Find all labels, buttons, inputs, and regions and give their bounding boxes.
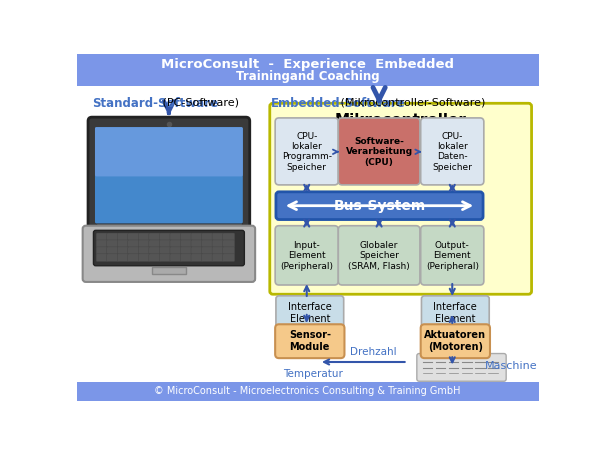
FancyBboxPatch shape bbox=[191, 254, 203, 261]
FancyBboxPatch shape bbox=[107, 247, 119, 255]
Bar bbox=[77, 54, 539, 86]
FancyBboxPatch shape bbox=[170, 254, 182, 261]
FancyBboxPatch shape bbox=[96, 247, 108, 255]
FancyBboxPatch shape bbox=[96, 254, 108, 261]
FancyBboxPatch shape bbox=[191, 240, 203, 248]
FancyBboxPatch shape bbox=[276, 296, 344, 329]
FancyBboxPatch shape bbox=[95, 127, 243, 176]
Text: Globaler
Speicher
(SRAM, Flash): Globaler Speicher (SRAM, Flash) bbox=[348, 241, 410, 270]
FancyBboxPatch shape bbox=[107, 240, 119, 248]
FancyBboxPatch shape bbox=[223, 233, 235, 241]
FancyBboxPatch shape bbox=[212, 233, 224, 241]
FancyBboxPatch shape bbox=[191, 247, 203, 255]
FancyBboxPatch shape bbox=[96, 240, 108, 248]
Text: CPU-
lokaler
Programm-
Speicher: CPU- lokaler Programm- Speicher bbox=[282, 132, 332, 172]
Text: Temperatur: Temperatur bbox=[283, 369, 343, 379]
FancyBboxPatch shape bbox=[421, 296, 489, 329]
FancyBboxPatch shape bbox=[421, 118, 484, 185]
FancyBboxPatch shape bbox=[170, 240, 182, 248]
Text: Mikrocontroller: Mikrocontroller bbox=[335, 112, 467, 128]
Text: Trainingand Coaching: Trainingand Coaching bbox=[236, 70, 379, 83]
FancyBboxPatch shape bbox=[276, 192, 483, 220]
FancyBboxPatch shape bbox=[160, 247, 172, 255]
Text: Standard-Software: Standard-Software bbox=[92, 97, 218, 110]
FancyBboxPatch shape bbox=[128, 240, 140, 248]
FancyBboxPatch shape bbox=[94, 230, 244, 266]
FancyBboxPatch shape bbox=[212, 247, 224, 255]
FancyBboxPatch shape bbox=[181, 254, 193, 261]
FancyBboxPatch shape bbox=[149, 254, 161, 261]
FancyBboxPatch shape bbox=[139, 254, 151, 261]
Bar bbox=[96, 223, 242, 229]
Text: Embedded-Software: Embedded-Software bbox=[271, 97, 405, 110]
Text: © MicroConsult - Microelectronics Consulting & Training GmbH: © MicroConsult - Microelectronics Consul… bbox=[154, 386, 461, 396]
FancyBboxPatch shape bbox=[338, 226, 420, 285]
FancyBboxPatch shape bbox=[275, 226, 338, 285]
FancyBboxPatch shape bbox=[202, 240, 214, 248]
FancyBboxPatch shape bbox=[181, 233, 193, 241]
Text: (PC-Software): (PC-Software) bbox=[158, 97, 239, 107]
Text: Input-
Element
(Peripheral): Input- Element (Peripheral) bbox=[280, 241, 333, 270]
FancyBboxPatch shape bbox=[88, 117, 250, 229]
FancyBboxPatch shape bbox=[160, 254, 172, 261]
Bar bbox=[152, 266, 186, 274]
FancyBboxPatch shape bbox=[338, 118, 420, 185]
FancyBboxPatch shape bbox=[83, 226, 255, 282]
FancyBboxPatch shape bbox=[117, 254, 130, 261]
FancyBboxPatch shape bbox=[107, 233, 119, 241]
Text: MicroConsult  -  Experience  Embedded: MicroConsult - Experience Embedded bbox=[161, 58, 454, 71]
FancyBboxPatch shape bbox=[117, 233, 130, 241]
FancyBboxPatch shape bbox=[149, 240, 161, 248]
Text: Aktuatoren
(Motoren): Aktuatoren (Motoren) bbox=[424, 330, 487, 352]
Text: Interface
Element: Interface Element bbox=[288, 302, 332, 324]
FancyBboxPatch shape bbox=[181, 247, 193, 255]
Text: Drehzahl: Drehzahl bbox=[350, 347, 397, 357]
FancyBboxPatch shape bbox=[95, 127, 243, 223]
Text: CPU-
lokaler
Daten-
Speicher: CPU- lokaler Daten- Speicher bbox=[433, 132, 472, 172]
FancyBboxPatch shape bbox=[275, 324, 344, 358]
FancyBboxPatch shape bbox=[275, 118, 338, 185]
FancyBboxPatch shape bbox=[417, 354, 506, 381]
FancyBboxPatch shape bbox=[181, 240, 193, 248]
Text: (Mikrocontroller-Software): (Mikrocontroller-Software) bbox=[337, 97, 485, 107]
FancyBboxPatch shape bbox=[160, 233, 172, 241]
FancyBboxPatch shape bbox=[170, 233, 182, 241]
Text: Interface
Element: Interface Element bbox=[433, 302, 477, 324]
FancyBboxPatch shape bbox=[223, 240, 235, 248]
FancyBboxPatch shape bbox=[270, 104, 532, 294]
FancyBboxPatch shape bbox=[128, 233, 140, 241]
FancyBboxPatch shape bbox=[117, 247, 130, 255]
FancyBboxPatch shape bbox=[96, 233, 108, 241]
FancyBboxPatch shape bbox=[128, 254, 140, 261]
FancyBboxPatch shape bbox=[223, 254, 235, 261]
Text: Sensor-
Module: Sensor- Module bbox=[289, 330, 331, 352]
FancyBboxPatch shape bbox=[139, 233, 151, 241]
Text: Maschine: Maschine bbox=[485, 361, 537, 371]
FancyBboxPatch shape bbox=[170, 247, 182, 255]
FancyBboxPatch shape bbox=[149, 247, 161, 255]
Text: Software-
Verarbeitung
(CPU): Software- Verarbeitung (CPU) bbox=[346, 137, 413, 166]
FancyBboxPatch shape bbox=[117, 240, 130, 248]
FancyBboxPatch shape bbox=[212, 254, 224, 261]
FancyBboxPatch shape bbox=[107, 254, 119, 261]
Text: Bus-System: Bus-System bbox=[334, 199, 425, 213]
FancyBboxPatch shape bbox=[202, 247, 214, 255]
Text: Output-
Element
(Peripheral): Output- Element (Peripheral) bbox=[426, 241, 479, 270]
FancyBboxPatch shape bbox=[139, 240, 151, 248]
FancyBboxPatch shape bbox=[421, 226, 484, 285]
Bar bbox=[77, 382, 539, 400]
FancyBboxPatch shape bbox=[139, 247, 151, 255]
FancyBboxPatch shape bbox=[128, 247, 140, 255]
FancyBboxPatch shape bbox=[202, 233, 214, 241]
FancyBboxPatch shape bbox=[421, 324, 490, 358]
FancyBboxPatch shape bbox=[191, 233, 203, 241]
FancyBboxPatch shape bbox=[202, 254, 214, 261]
FancyBboxPatch shape bbox=[212, 240, 224, 248]
FancyBboxPatch shape bbox=[149, 233, 161, 241]
FancyBboxPatch shape bbox=[223, 247, 235, 255]
FancyBboxPatch shape bbox=[160, 240, 172, 248]
